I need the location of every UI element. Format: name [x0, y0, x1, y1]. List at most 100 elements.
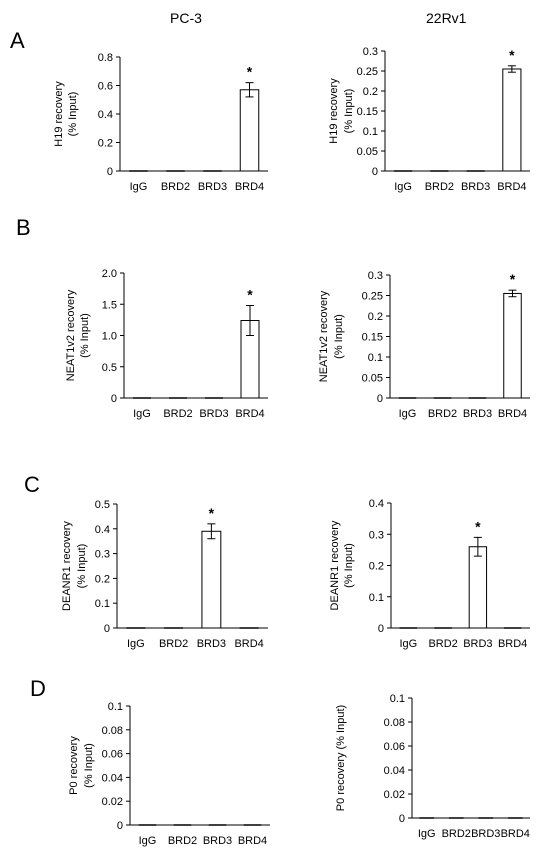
chart-b-22rv1: 0 0.05 0.1 0.15 0.2 0.25 0.3 NEAT1v2 recovery (%… [318, 270, 530, 420]
chart-d-pc3: 0 0.02 0.04 0.06 0.08 0.1 P0 recovery (% Input)… [68, 701, 270, 847]
y-tick-label: 0.3 [363, 46, 378, 58]
y-axis-title: (% Input) [333, 314, 345, 359]
y-axis-title: NEAT1v2 recovery [65, 289, 77, 381]
bar-brd3 [468, 546, 488, 629]
y-tick-label: 0.1 [95, 598, 110, 610]
y-tick-label: 0.2 [369, 561, 384, 573]
significance-marker: * [247, 287, 253, 303]
y-tick-label: 0.1 [390, 693, 405, 705]
x-tick-label: BRD3 [463, 638, 492, 650]
y-axis-title: (% Input) [76, 544, 88, 589]
y-tick-label: 0 [117, 820, 123, 832]
significance-marker: * [247, 64, 253, 80]
y-tick-label: 0.06 [102, 749, 123, 761]
x-tick-label: BRD4 [498, 638, 527, 650]
chart-b-pc3: 0 0.5 1.0 1.5 2.0 NEAT1v2 recovery (% Input) Ig… [65, 268, 268, 420]
y-axis-title: (% Input) [343, 89, 355, 134]
chart-d-22rv1: 0 0.02 0.04 0.06 0.08 0.1 P0 recovery (% Input… [335, 693, 530, 840]
column-title-22rv1: 22Rv1 [426, 10, 467, 26]
y-tick-label: 0.2 [95, 573, 110, 585]
y-tick-label: 0.2 [98, 138, 113, 150]
y-axis-title: DEANR1 recovery [61, 521, 73, 611]
x-tick-label: BRD4 [234, 638, 263, 650]
y-tick-label: 0.4 [95, 524, 110, 536]
chart-a-pc3: 0 0.2 0.4 0.6 0.8 H19 recovery (% Input) IgG BRD… [53, 52, 268, 193]
bar-brd4 [239, 89, 260, 172]
x-tick-label: BRD2 [168, 835, 197, 847]
y-tick-label: 0.02 [384, 789, 405, 801]
chart-c-22rv1: 0 0.1 0.2 0.3 0.4 DEANR1 recovery (% Input) IgG… [329, 498, 530, 650]
bar-brd3 [201, 530, 222, 629]
chart-c-pc3: 0 0.1 0.2 0.3 0.4 0.5 DEANR1 recovery (% Input)… [61, 499, 268, 650]
y-tick-label: 0.02 [102, 796, 123, 808]
y-tick-label: 0.1 [368, 352, 383, 364]
x-tick-label: BRD4 [497, 181, 526, 193]
y-tick-label: 0.3 [368, 270, 383, 282]
x-tick-label: IgG [130, 181, 148, 193]
y-tick-label: 0.08 [102, 725, 123, 737]
y-tick-label: 0.2 [363, 86, 378, 98]
x-tick-label: IgG [399, 408, 417, 420]
x-tick-label: IgG [394, 181, 412, 193]
column-title-pc3: PC-3 [170, 10, 202, 26]
y-tick-label: 0.8 [98, 52, 113, 64]
chart-a-22rv1: 0 0.05 0.1 0.15 0.2 0.25 0.3 H19 recovery (% Inp… [328, 46, 530, 193]
x-tick-label: BRD3 [199, 408, 228, 420]
y-axis-title: (% Input) [343, 543, 355, 588]
panel-letter-a: A [10, 28, 25, 53]
y-tick-label: 0.5 [102, 362, 117, 374]
y-tick-label: 0 [104, 623, 110, 635]
y-axis-title: NEAT1v2 recovery [318, 290, 330, 382]
x-tick-label: BRD2 [428, 408, 457, 420]
y-tick-label: 0.1 [369, 592, 384, 604]
y-tick-label: 0 [399, 813, 405, 825]
y-axis-title: DEANR1 recovery [329, 520, 341, 610]
x-tick-label: BRD2 [161, 181, 190, 193]
significance-marker: * [510, 271, 516, 287]
y-tick-label: 0.04 [102, 772, 123, 784]
x-tick-label: BRD3 [463, 408, 492, 420]
y-axis-title: (% Input) [79, 313, 91, 358]
x-tick-label: IgG [400, 638, 418, 650]
x-tick-label: BRD3 [461, 181, 490, 193]
y-axis-title: (% Input) [83, 743, 95, 788]
x-tick-label: BRD2 [425, 181, 454, 193]
x-tick-label: BRD2 [442, 828, 471, 840]
panel-letter-b: B [16, 215, 31, 240]
panel-letter-c: C [24, 472, 40, 497]
y-tick-label: 0 [111, 393, 117, 405]
x-tick-label: IgG [127, 638, 145, 650]
x-tick-label: IgG [418, 828, 436, 840]
y-tick-label: 0.4 [369, 498, 384, 510]
y-tick-label: 0 [377, 393, 383, 405]
y-axis-title: P0 recovery [68, 736, 80, 795]
y-tick-label: 0.04 [384, 765, 405, 777]
y-tick-label: 0.15 [357, 106, 378, 118]
y-tick-label: 0.4 [98, 109, 113, 121]
x-tick-label: BRD2 [163, 408, 192, 420]
x-tick-label: IgG [139, 835, 157, 847]
x-tick-label: BRD3 [471, 828, 500, 840]
y-axis-title: H19 recovery [328, 78, 340, 144]
x-tick-label: BRD3 [197, 638, 226, 650]
y-tick-label: 0.25 [357, 66, 378, 78]
y-tick-label: 0.1 [108, 701, 123, 713]
y-tick-label: 0.06 [384, 741, 405, 753]
y-axis-title: (% Input) [67, 92, 79, 137]
y-tick-label: 0.1 [363, 126, 378, 138]
x-tick-label: BRD3 [203, 835, 232, 847]
x-tick-label: BRD2 [159, 638, 188, 650]
y-tick-label: 0.6 [98, 81, 113, 93]
x-tick-label: BRD4 [498, 408, 527, 420]
x-tick-label: BRD2 [428, 638, 457, 650]
x-tick-label: BRD4 [501, 828, 530, 840]
y-tick-label: 2.0 [102, 268, 117, 280]
y-tick-label: 1.0 [102, 331, 117, 343]
bar-brd4 [502, 68, 522, 172]
x-tick-label: BRD4 [238, 835, 267, 847]
bar-brd4 [503, 292, 522, 399]
y-tick-label: 0.05 [362, 373, 383, 385]
y-tick-label: 0 [372, 166, 378, 178]
y-tick-label: 0.25 [362, 291, 383, 303]
panel-letter-d: D [30, 676, 46, 701]
